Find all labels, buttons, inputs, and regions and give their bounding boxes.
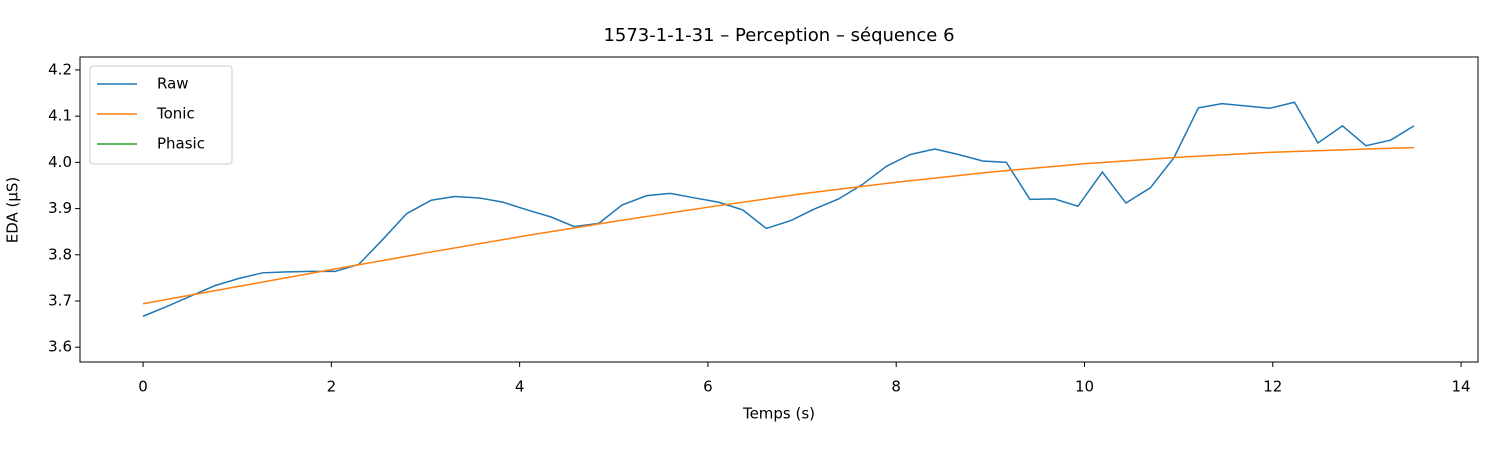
y-tick-label: 3.9 bbox=[48, 199, 72, 217]
chart-title: 1573-1-1-31 – Perception – séquence 6 bbox=[603, 25, 954, 46]
legend-box bbox=[89, 65, 233, 165]
y-tick-label: 4.2 bbox=[48, 60, 72, 78]
y-tick-label: 4.0 bbox=[48, 153, 72, 171]
x-tick-label: 2 bbox=[327, 378, 337, 396]
legend-label: Raw bbox=[157, 75, 189, 93]
plot-frame bbox=[79, 56, 1479, 363]
y-axis-label: EDA (µS) bbox=[4, 177, 22, 244]
x-tick-label: 6 bbox=[703, 378, 713, 396]
x-tick-label: 14 bbox=[1452, 378, 1471, 396]
x-tick-label: 10 bbox=[1075, 378, 1094, 396]
y-tick-label: 4.1 bbox=[48, 107, 72, 125]
legend-label: Phasic bbox=[157, 135, 205, 153]
x-axis-label: Temps (s) bbox=[742, 405, 815, 423]
x-tick-label: 12 bbox=[1263, 378, 1282, 396]
y-tick-label: 3.8 bbox=[48, 245, 72, 263]
x-tick-label: 8 bbox=[891, 378, 901, 396]
x-tick-label: 4 bbox=[515, 378, 525, 396]
series-line bbox=[142, 146, 1415, 305]
y-tick-label: 3.7 bbox=[48, 292, 72, 310]
x-tick-label: 0 bbox=[138, 378, 148, 396]
legend-label: Tonic bbox=[156, 105, 195, 123]
y-tick-label: 3.6 bbox=[48, 338, 72, 356]
